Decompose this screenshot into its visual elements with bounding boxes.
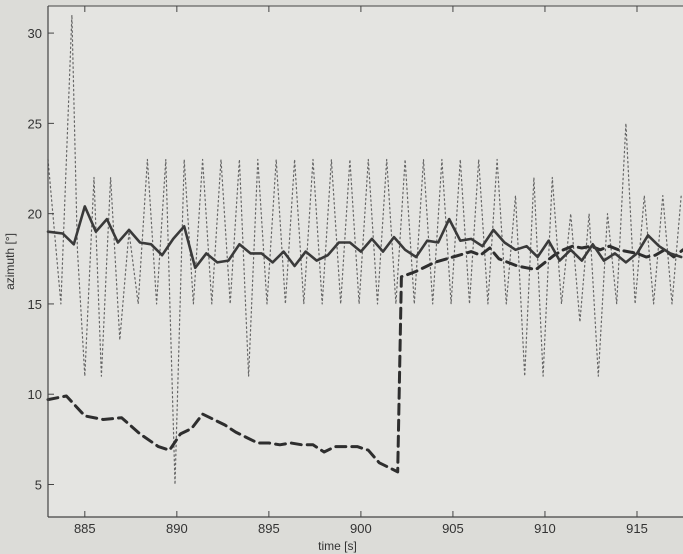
series-solid-line <box>46 205 683 270</box>
x-tick-label: 905 <box>442 521 464 536</box>
x-tick-label: 915 <box>626 521 648 536</box>
y-tick-label: 5 <box>35 477 42 492</box>
plot-background <box>48 6 683 517</box>
x-tick-label: 890 <box>166 521 188 536</box>
y-tick-label: 15 <box>28 297 42 312</box>
x-axis-label: time [s] <box>318 539 357 553</box>
y-tick-label: 30 <box>28 26 42 41</box>
x-tick-label: 885 <box>74 521 96 536</box>
series-dotted-line <box>47 14 682 486</box>
x-tick-label: 900 <box>350 521 372 536</box>
y-tick-label: 20 <box>28 207 42 222</box>
y-tick-label: 25 <box>28 116 42 131</box>
tick-layer: 885 890 895 900 905 910 915 5 10 15 20 25 30 <box>28 6 648 536</box>
x-tick-label: 910 <box>534 521 556 536</box>
y-tick-label: 10 <box>28 387 42 402</box>
axes-layer <box>47 5 683 518</box>
x-tick-label: 895 <box>258 521 280 536</box>
series-layer <box>46 14 683 486</box>
y-axis-label: azimuth [°] <box>3 233 17 290</box>
